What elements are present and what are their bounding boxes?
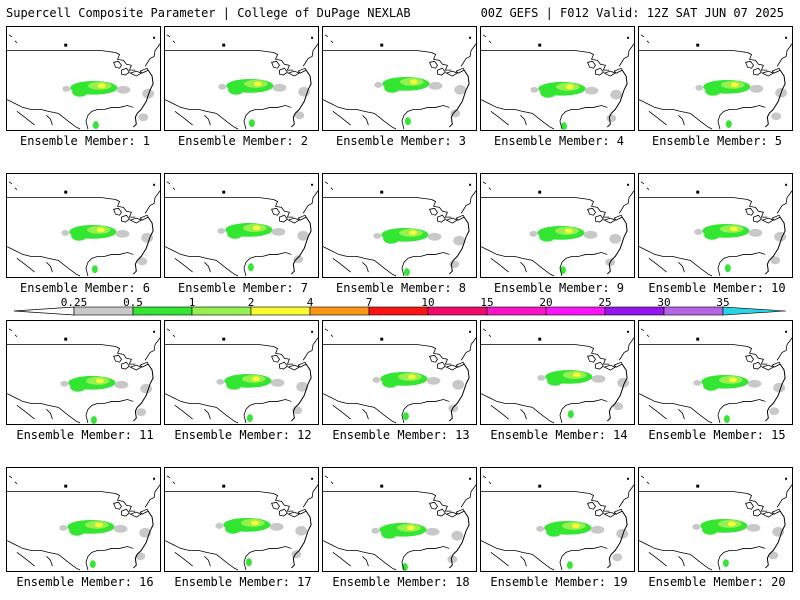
ensemble-member-map [638,26,793,131]
map-graphic [165,181,318,277]
ensemble-member-map [638,467,793,572]
ensemble-member-map [322,173,477,278]
colorbar-segment [545,306,606,316]
ensemble-member-label: Ensemble Member: 16 [16,575,154,589]
ensemble-member-label: Ensemble Member: 17 [174,575,312,589]
colorbar-right-arrow [722,306,787,316]
ensemble-member-label: Ensemble Member: 6 [19,281,151,295]
map-graphic [7,475,160,571]
map-graphic [323,328,476,424]
ensemble-member-label: Ensemble Member: 19 [490,575,628,589]
colorbar-tick-label: 7 [365,296,373,309]
ensemble-member-label: Ensemble Member: 3 [335,134,467,148]
colorbar-segment [368,306,429,316]
colorbar-tick-label: 25 [598,296,612,309]
ensemble-member-label: Ensemble Member: 10 [648,281,786,295]
colorbar-segment [663,306,724,316]
colorbar-tick-label: 10 [421,296,435,309]
colorbar-tick-label: 0.25 [60,296,88,309]
map-graphic [481,34,634,130]
map-graphic [165,34,318,130]
map-graphic [639,34,792,130]
map-graphic [7,34,160,130]
ensemble-member-map [164,26,319,131]
map-graphic [639,475,792,571]
ensemble-member-map [638,173,793,278]
colorbar-tick-label: 15 [480,296,494,309]
page-title: Supercell Composite Parameter | College … [6,6,411,20]
colorbar-tick-label: 0.5 [123,296,143,309]
ensemble-member-label: Ensemble Member: 2 [177,134,309,148]
ensemble-member-label: Ensemble Member: 7 [177,281,309,295]
map-graphic [639,328,792,424]
ensemble-member-label: Ensemble Member: 11 [16,428,154,442]
run-info: 00Z GEFS | F012 Valid: 12Z SAT JUN 07 20… [480,6,784,20]
colorbar-segment [309,306,370,316]
map-graphic [481,328,634,424]
ensemble-member-label: Ensemble Member: 20 [648,575,786,589]
colorbar-tick-label: 20 [539,296,553,309]
ensemble-member-label: Ensemble Member: 8 [335,281,467,295]
ensemble-member-map [164,173,319,278]
map-graphic [7,181,160,277]
map-graphic [481,181,634,277]
colorbar-segment [604,306,665,316]
ensemble-member-map [480,173,635,278]
ensemble-member-label: Ensemble Member: 1 [19,134,151,148]
map-graphic [7,328,160,424]
colorbar-segment [250,306,311,316]
colorbar-segment [486,306,547,316]
colorbar-segment [191,306,252,316]
colorbar-tick-label: 1 [188,296,196,309]
ensemble-member-label: Ensemble Member: 13 [332,428,470,442]
colorbar-tick-label: 30 [657,296,671,309]
ensemble-member-map [322,26,477,131]
ensemble-member-label: Ensemble Member: 9 [493,281,625,295]
map-graphic [639,181,792,277]
ensemble-member-label: Ensemble Member: 14 [490,428,628,442]
map-graphic [323,475,476,571]
ensemble-member-map [6,26,161,131]
map-graphic [323,34,476,130]
ensemble-member-map [322,467,477,572]
ensemble-member-label: Ensemble Member: 15 [648,428,786,442]
ensemble-member-map [164,320,319,425]
ensemble-member-map [164,467,319,572]
ensemble-member-label: Ensemble Member: 4 [493,134,625,148]
colorbar-tick-label: 4 [306,296,314,309]
ensemble-member-map [480,26,635,131]
ensemble-member-label: Ensemble Member: 12 [174,428,312,442]
ensemble-member-map [6,320,161,425]
ensemble-member-map [6,173,161,278]
map-graphic [323,181,476,277]
ensemble-member-map [480,320,635,425]
color-scale-bar [13,306,787,316]
map-graphic [481,475,634,571]
ensemble-member-label: Ensemble Member: 18 [332,575,470,589]
ensemble-member-map [322,320,477,425]
colorbar-tick-label: 35 [716,296,730,309]
colorbar-segment [427,306,488,316]
ensemble-member-map [638,320,793,425]
map-graphic [165,475,318,571]
map-graphic [165,328,318,424]
ensemble-member-map [6,467,161,572]
ensemble-member-label: Ensemble Member: 5 [651,134,783,148]
colorbar-tick-label: 2 [247,296,255,309]
ensemble-member-map [480,467,635,572]
